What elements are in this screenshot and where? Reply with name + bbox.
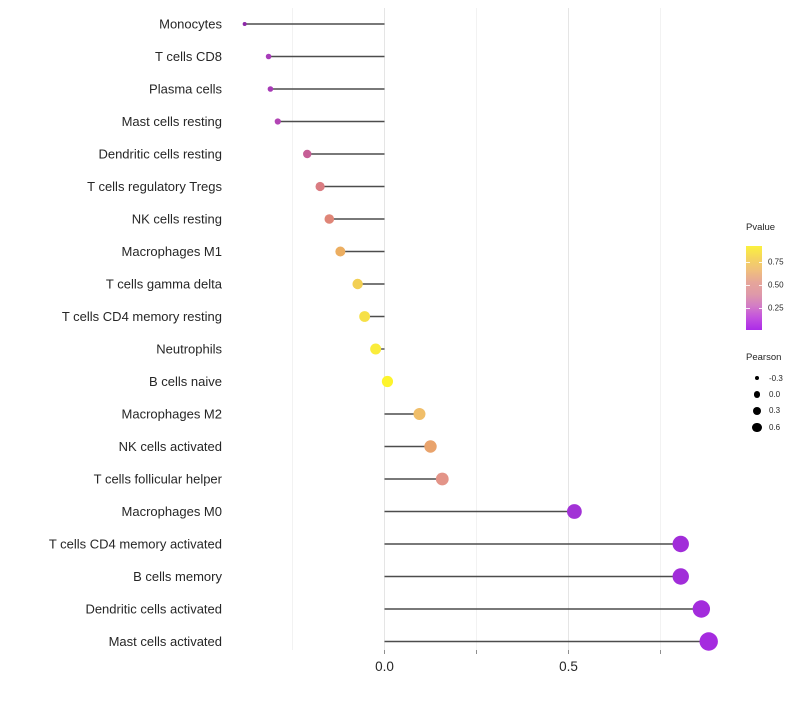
- pearson-legend-row: -0.3: [746, 370, 783, 386]
- pearson-size-label: -0.3: [769, 373, 783, 383]
- lollipop-point: [315, 181, 325, 192]
- pearson-dot-cell: [746, 422, 768, 433]
- colorbar-tick: [758, 308, 762, 309]
- colorbar-tick-label: 0.25: [768, 303, 784, 313]
- y-axis-label: NK cells activated: [119, 439, 222, 454]
- lollipop-point: [242, 22, 247, 26]
- lollipop-point: [413, 408, 426, 420]
- y-axis-label: Neutrophils: [156, 342, 222, 357]
- y-axis-label: Mast cells resting: [122, 114, 222, 129]
- lollipop-point: [267, 86, 274, 92]
- lollipop-point: [435, 472, 449, 486]
- y-axis-label: Macrophages M1: [122, 244, 222, 259]
- pearson-legend-title: Pearson: [746, 352, 782, 363]
- pearson-size-label: 0.3: [769, 406, 781, 416]
- lollipop-point: [359, 311, 371, 322]
- y-axis-label: B cells memory: [133, 569, 222, 584]
- lollipop-point: [352, 278, 363, 290]
- lollipop-point: [335, 246, 346, 257]
- lollipop-point: [265, 53, 272, 60]
- colorbar-tick: [746, 285, 750, 286]
- colorbar-tick-label: 0.50: [768, 280, 784, 290]
- y-axis-label: T cells regulatory Tregs: [87, 179, 222, 194]
- y-axis-label: NK cells resting: [132, 212, 222, 227]
- pearson-size-dot: [754, 376, 760, 381]
- lollipop-point: [566, 504, 582, 519]
- pearson-size-dot: [752, 422, 762, 433]
- y-axis-label: Plasma cells: [149, 82, 222, 97]
- y-axis-label: T cells gamma delta: [106, 277, 223, 292]
- lollipop-point: [303, 149, 312, 159]
- y-axis-label: Macrophages M0: [122, 504, 222, 519]
- y-axis-label: Dendritic cells resting: [98, 147, 222, 162]
- pearson-legend-row: 0.3: [746, 403, 783, 419]
- lollipop-point: [699, 632, 718, 651]
- pearson-dot-cell: [746, 391, 768, 398]
- colorbar-tick: [746, 262, 750, 263]
- pvalue-color-legend: Pvalue 0.75 0.50 0.25: [746, 222, 784, 330]
- y-axis-label: T cells CD8: [155, 49, 222, 64]
- pearson-legend-row: 0.0: [746, 386, 783, 402]
- pearson-size-label: 0.6: [769, 422, 781, 432]
- y-axis-label: Monocytes: [159, 17, 222, 32]
- colorbar-tick: [758, 262, 762, 263]
- pvalue-legend-title: Pvalue: [746, 222, 776, 233]
- x-tick-label: 0.0: [375, 659, 394, 674]
- colorbar-tick: [746, 308, 750, 309]
- pearson-dot-cell: [746, 376, 768, 381]
- pearson-size-legend: Pearson -0.3 0.0 0.3 0.6: [746, 352, 783, 436]
- lollipop-point: [692, 600, 711, 618]
- y-axis-label: T cells CD4 memory resting: [62, 309, 222, 324]
- lollipop-point: [381, 375, 394, 388]
- y-axis-label: T cells CD4 memory activated: [49, 537, 222, 552]
- pearson-size-dot: [753, 391, 761, 398]
- pearson-size-dot: [752, 406, 762, 416]
- pvalue-colorbar-wrap: 0.75 0.50 0.25: [746, 246, 784, 330]
- pearson-size-label: 0.0: [769, 390, 781, 400]
- lollipop-point: [370, 343, 382, 355]
- colorbar-tick-label: 0.75: [768, 257, 784, 267]
- pearson-legend-rows: -0.3 0.0 0.3 0.6: [746, 370, 783, 436]
- y-axis-label: Mast cells activated: [109, 634, 222, 649]
- y-axis-label: B cells naive: [149, 374, 222, 389]
- colorbar-tick: [758, 285, 762, 286]
- pearson-legend-row: 0.6: [746, 419, 783, 435]
- lollipop-point: [274, 118, 281, 125]
- pearson-dot-cell: [746, 406, 768, 416]
- pvalue-colorbar: [746, 246, 762, 330]
- y-axis-label: T cells follicular helper: [94, 472, 223, 487]
- lollipop-point: [672, 568, 689, 585]
- lollipop-point: [324, 214, 335, 224]
- lollipop-point: [424, 440, 437, 453]
- y-axis-label: Dendritic cells activated: [85, 602, 222, 617]
- lollipop-point: [672, 535, 689, 553]
- y-axis-label: Macrophages M2: [122, 407, 222, 422]
- x-tick-label: 0.5: [559, 659, 578, 674]
